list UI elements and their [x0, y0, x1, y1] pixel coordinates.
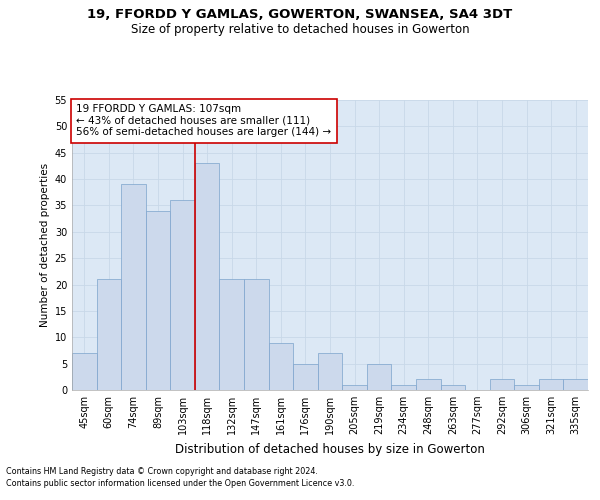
Text: Contains public sector information licensed under the Open Government Licence v3: Contains public sector information licen… [6, 478, 355, 488]
Bar [416, 380, 440, 390]
Bar [72, 353, 97, 390]
Text: Size of property relative to detached houses in Gowerton: Size of property relative to detached ho… [131, 24, 469, 36]
Bar [293, 364, 318, 390]
Bar [563, 380, 588, 390]
Bar [514, 384, 539, 390]
Bar [539, 380, 563, 390]
Bar [367, 364, 391, 390]
Bar [170, 200, 195, 390]
Bar [220, 280, 244, 390]
Bar [121, 184, 146, 390]
Bar [490, 380, 514, 390]
Bar [269, 342, 293, 390]
Bar [318, 353, 342, 390]
Text: 19 FFORDD Y GAMLAS: 107sqm
← 43% of detached houses are smaller (111)
56% of sem: 19 FFORDD Y GAMLAS: 107sqm ← 43% of deta… [76, 104, 331, 138]
Y-axis label: Number of detached properties: Number of detached properties [40, 163, 50, 327]
Bar [146, 210, 170, 390]
Text: Distribution of detached houses by size in Gowerton: Distribution of detached houses by size … [175, 442, 485, 456]
Bar [342, 384, 367, 390]
Bar [195, 164, 220, 390]
Text: Contains HM Land Registry data © Crown copyright and database right 2024.: Contains HM Land Registry data © Crown c… [6, 467, 318, 476]
Bar [97, 280, 121, 390]
Text: 19, FFORDD Y GAMLAS, GOWERTON, SWANSEA, SA4 3DT: 19, FFORDD Y GAMLAS, GOWERTON, SWANSEA, … [88, 8, 512, 20]
Bar [391, 384, 416, 390]
Bar [244, 280, 269, 390]
Bar [440, 384, 465, 390]
